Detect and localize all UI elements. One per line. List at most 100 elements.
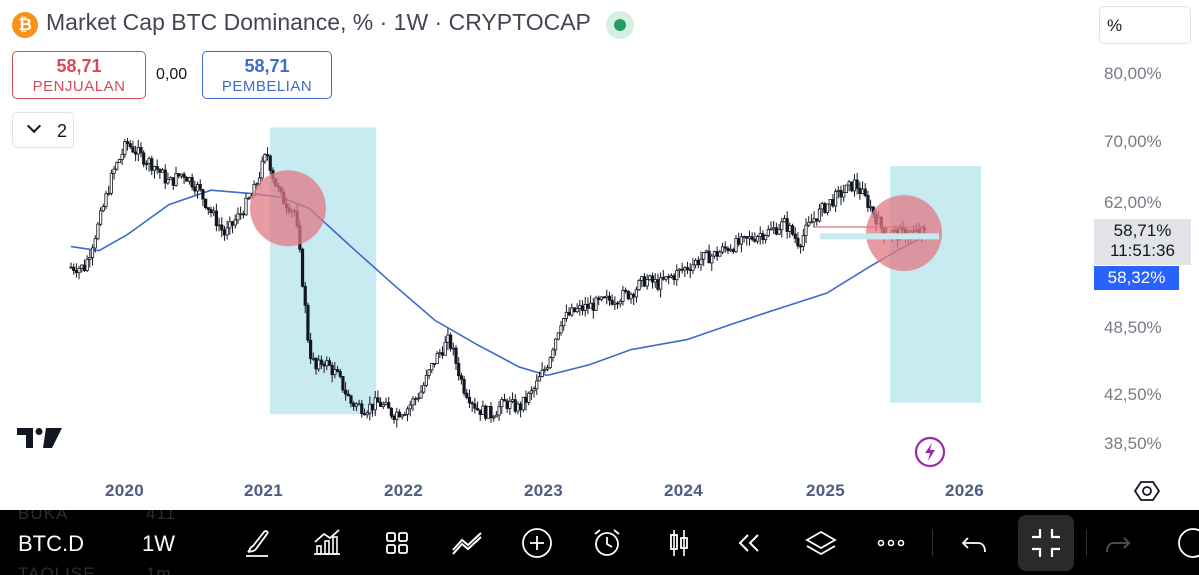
candle-body: [844, 184, 848, 194]
candle-body: [540, 369, 544, 378]
candle-body: [583, 304, 587, 311]
candle-body: [672, 275, 676, 281]
undo-icon[interactable]: [958, 526, 992, 560]
percent-scale-button[interactable]: %: [1099, 6, 1191, 44]
candle-body: [642, 276, 647, 287]
grid-icon[interactable]: [380, 526, 414, 560]
candle-body: [322, 363, 326, 367]
settings-icon[interactable]: [1134, 478, 1160, 504]
more-icon[interactable]: [874, 526, 908, 560]
candle-body: [220, 224, 224, 231]
indicators-toggle-button[interactable]: 2: [12, 112, 74, 148]
candle-body: [726, 247, 730, 252]
candle-body: [131, 146, 135, 153]
candle-body: [788, 225, 792, 232]
candle-body: [640, 276, 644, 281]
brush-icon[interactable]: [240, 526, 274, 560]
collapse-fullscreen-icon: [1032, 529, 1060, 557]
symbol-button[interactable]: BTC.D: [18, 531, 84, 556]
pencil-icon[interactable]: [1176, 526, 1199, 560]
collapse-fullscreen-button[interactable]: [1018, 515, 1074, 571]
candle-body: [408, 404, 412, 410]
candle-body: [427, 369, 431, 376]
candle-body: [486, 406, 490, 419]
candle-body: [492, 416, 496, 419]
candle-body: [691, 264, 695, 271]
candle-body: [831, 199, 835, 207]
candle-body: [707, 250, 711, 264]
candle-body: [516, 403, 520, 412]
candle-body: [370, 403, 375, 411]
candle-body: [451, 347, 455, 350]
candle-body: [179, 173, 183, 177]
candle-body: [142, 152, 146, 165]
alarm-icon[interactable]: [590, 526, 624, 560]
chart-header: ₿ Market Cap BTC Dominance, % · 1W · CRY…: [0, 0, 1090, 50]
candle-body: [720, 246, 725, 253]
candle-body: [589, 302, 593, 309]
candle-body: [839, 190, 843, 198]
buy-button[interactable]: 58,71 PEMBELIAN: [202, 51, 332, 99]
candle-body: [475, 407, 480, 411]
candle-body: [454, 347, 458, 364]
candle-body: [618, 301, 622, 305]
price-chart[interactable]: [0, 0, 1199, 510]
candle-body: [785, 218, 789, 232]
candle-body: [545, 367, 550, 370]
candle-body: [508, 400, 512, 409]
year-label: 2020: [105, 481, 145, 500]
chart-title[interactable]: Market Cap BTC Dominance, % · 1W · CRYPT…: [46, 9, 591, 35]
candle-body: [346, 393, 350, 397]
candle-body: [233, 219, 237, 226]
candle-body: [626, 290, 630, 300]
candlestick-series: [69, 138, 927, 428]
candle-body: [510, 399, 515, 402]
candle-body: [90, 247, 95, 258]
candle-body: [615, 302, 620, 305]
candle-body: [241, 213, 245, 216]
candle-body: [809, 221, 813, 224]
candle-body: [446, 334, 450, 343]
candle-body: [268, 155, 272, 171]
candle-body: [422, 384, 426, 393]
plus-icon[interactable]: [520, 526, 554, 560]
candle-body: [405, 408, 410, 415]
candle-body: [473, 403, 477, 409]
candle-body: [863, 188, 867, 196]
interval-button[interactable]: 1W: [142, 531, 175, 556]
chart-indicators-icon[interactable]: [310, 526, 344, 560]
candle-body: [462, 378, 466, 394]
replay-icon[interactable]: [732, 526, 766, 560]
candle-body: [764, 235, 768, 241]
candle-body: [481, 405, 485, 415]
candle-body: [212, 210, 216, 214]
redo-icon[interactable]: [1100, 526, 1134, 560]
sell-button[interactable]: 58,71 PENJUALAN: [12, 51, 146, 99]
candle-body: [772, 227, 776, 230]
candle-body: [661, 277, 665, 280]
candles-icon[interactable]: [662, 526, 696, 560]
candle-body: [265, 154, 270, 157]
candle-body: [500, 399, 504, 408]
candle-body: [459, 375, 463, 380]
bitcoin-icon: ₿: [12, 12, 38, 38]
candle-body: [470, 402, 474, 405]
candle-body: [834, 191, 838, 207]
ghost-value: 1m: [146, 564, 172, 575]
candle-body: [669, 275, 673, 278]
candle-body: [430, 363, 434, 371]
candle-body: [457, 363, 461, 377]
candle-body: [411, 398, 415, 406]
flash-icon[interactable]: [914, 436, 946, 468]
layers-icon[interactable]: [804, 526, 838, 560]
candle-body: [152, 166, 157, 171]
candle-body: [125, 141, 130, 145]
candle-body: [502, 399, 507, 402]
candle-body: [373, 397, 377, 411]
drawing-trend-icon[interactable]: [450, 526, 484, 560]
candle-body: [702, 251, 706, 260]
candle-body: [610, 299, 614, 305]
candle-body: [368, 403, 372, 414]
candle-body: [300, 248, 305, 287]
candle-body: [739, 236, 743, 245]
